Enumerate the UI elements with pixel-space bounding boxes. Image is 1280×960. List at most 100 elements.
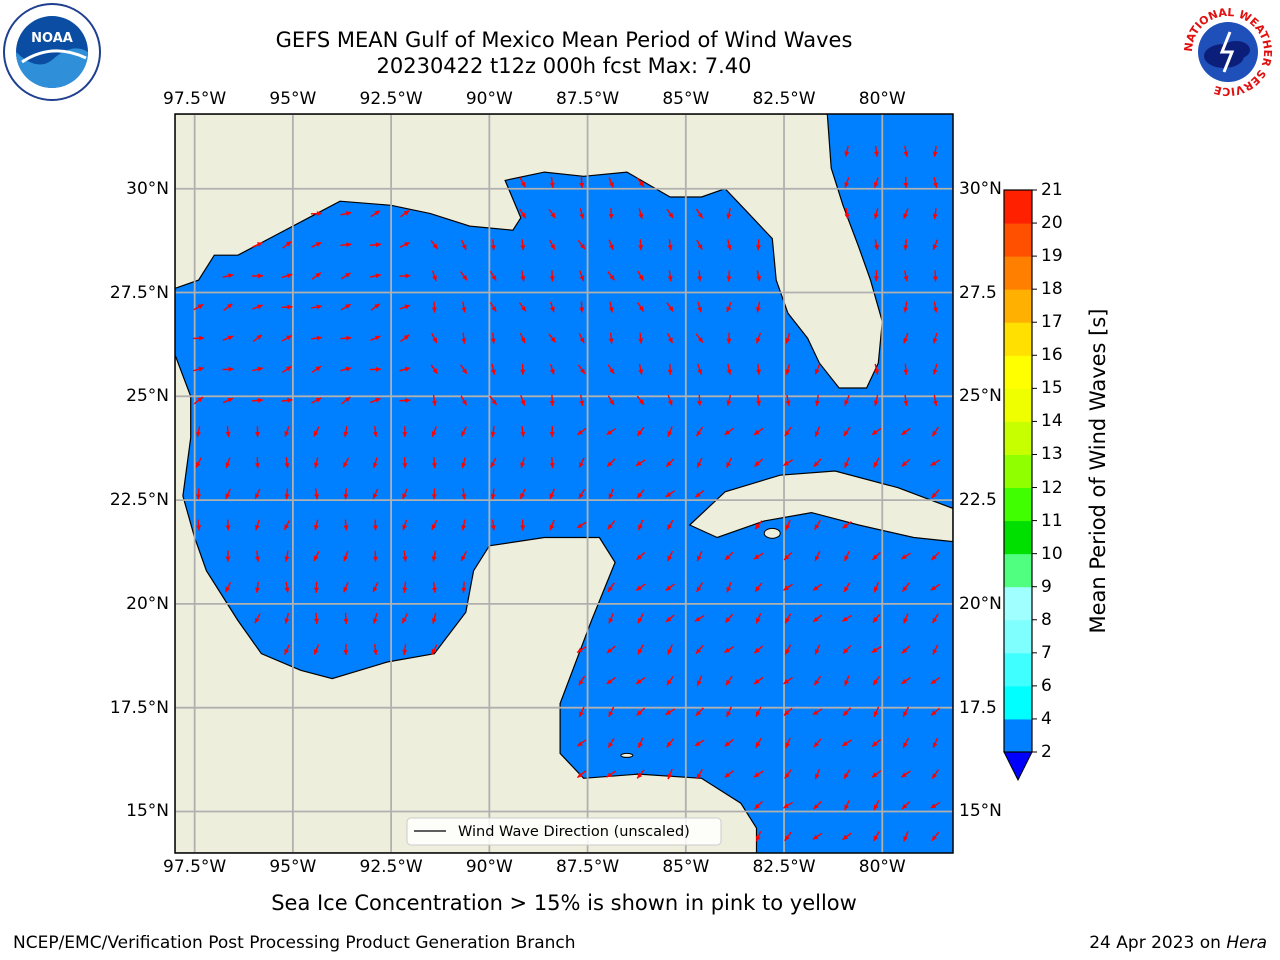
wave-arrow: [636, 707, 646, 717]
wave-arrow: [636, 426, 645, 437]
wave-arrow: [607, 520, 616, 530]
wave-arrow: [842, 832, 852, 841]
wave-arrow: [578, 332, 585, 344]
wave-arrow: [783, 707, 793, 717]
colorbar-level-label: 15: [1041, 378, 1063, 399]
wave-arrow: [755, 706, 762, 718]
wave-arrow: [608, 239, 614, 251]
wave-arrow: [313, 426, 320, 437]
lon-tick-bottom: 82.5°W: [752, 857, 816, 877]
colorbar: [1003, 189, 1037, 782]
colorbar-level-label: 4: [1041, 708, 1052, 729]
wave-arrow: [695, 644, 704, 655]
wave-arrow: [782, 801, 794, 809]
wave-arrow: [637, 302, 645, 313]
colorbar-band: [1004, 454, 1032, 489]
wave-arrow: [636, 769, 645, 779]
wave-arrow: [193, 303, 204, 311]
wave-arrow: [549, 519, 555, 531]
lat-tick-right: 15°N: [959, 801, 1002, 822]
wave-arrow: [695, 333, 704, 343]
wave-arrow: [844, 208, 850, 220]
wave-arrow: [340, 272, 351, 280]
wave-arrow: [813, 519, 821, 531]
wave-arrow: [196, 426, 201, 438]
wave-arrow: [902, 737, 910, 749]
wave-arrow: [222, 366, 234, 372]
wave-arrow: [666, 519, 674, 531]
wave-arrow: [460, 550, 467, 562]
wave-arrow: [549, 394, 555, 406]
nws-logo: NATIONAL WEATHER SERVICE: [1181, 5, 1275, 99]
wave-arrow: [636, 489, 645, 499]
wave-arrow: [637, 737, 644, 749]
wave-arrow: [431, 644, 438, 655]
wave-arrow: [666, 738, 675, 748]
wave-arrow: [785, 332, 791, 344]
wave-arrow: [843, 769, 851, 780]
wave-arrow: [255, 550, 261, 562]
wave-arrow: [903, 239, 909, 251]
wave-arrow: [813, 738, 822, 748]
wave-arrow: [489, 395, 498, 406]
wave-arrow: [638, 208, 644, 220]
wave-arrow: [694, 614, 705, 622]
wave-arrow: [755, 301, 761, 313]
lat-tick-right: 27.5: [959, 282, 997, 303]
wave-arrow: [225, 457, 231, 469]
wave-arrow: [903, 208, 909, 219]
wave-arrow: [697, 270, 703, 282]
wave-arrow: [282, 240, 292, 249]
wave-arrow: [696, 550, 703, 562]
wave-arrow: [930, 583, 941, 591]
wave-arrow: [252, 366, 264, 372]
wave-arrow: [607, 582, 615, 593]
wave-arrow: [222, 273, 234, 279]
wave-arrow: [903, 613, 909, 624]
lat-tick-left: 30°N: [126, 178, 169, 199]
wave-arrow: [814, 644, 821, 655]
wave-arrow: [518, 302, 527, 312]
wave-arrow: [903, 332, 909, 344]
wave-arrow: [753, 458, 764, 467]
wave-arrow: [431, 488, 437, 500]
wave-arrow: [578, 675, 586, 686]
colorbar-band: [1004, 256, 1032, 290]
wave-arrow: [431, 301, 437, 313]
wave-arrow: [931, 489, 940, 499]
wave-arrow: [725, 675, 733, 686]
wave-arrow: [635, 583, 646, 592]
wave-arrow: [903, 831, 909, 842]
lon-tick-top: 95°W: [269, 89, 317, 109]
wave-arrow: [873, 270, 879, 282]
wave-arrow: [844, 675, 850, 687]
footer-date-text: 24 Apr 2023 on: [1089, 933, 1227, 953]
wave-arrow: [636, 395, 645, 406]
wave-arrow: [431, 457, 437, 469]
wave-arrow: [932, 239, 939, 251]
wave-arrow: [667, 239, 673, 251]
wave-arrow: [930, 676, 941, 685]
wave-arrow: [372, 612, 378, 624]
wave-arrow: [431, 550, 437, 562]
wave-arrow: [402, 519, 408, 531]
wave-arrow: [577, 240, 586, 250]
lon-tick-bottom: 80°W: [858, 857, 906, 877]
wave-arrow: [577, 364, 586, 375]
wave-arrow: [782, 459, 793, 467]
wave-arrow: [696, 675, 703, 687]
wave-arrow: [844, 457, 850, 469]
wave-arrow: [665, 490, 676, 498]
wave-arrow: [254, 519, 260, 531]
wave-arrow: [195, 457, 202, 468]
wave-arrow: [549, 488, 555, 500]
wave-arrow: [608, 208, 614, 220]
wave-arrow: [576, 521, 587, 529]
wave-arrow: [606, 770, 617, 778]
colorbar-level-label: 19: [1041, 246, 1063, 267]
wave-arrow: [755, 332, 762, 344]
wave-arrow: [343, 550, 349, 562]
wave-arrow: [785, 519, 791, 531]
wave-arrow: [812, 614, 823, 623]
wave-arrow: [871, 427, 882, 436]
